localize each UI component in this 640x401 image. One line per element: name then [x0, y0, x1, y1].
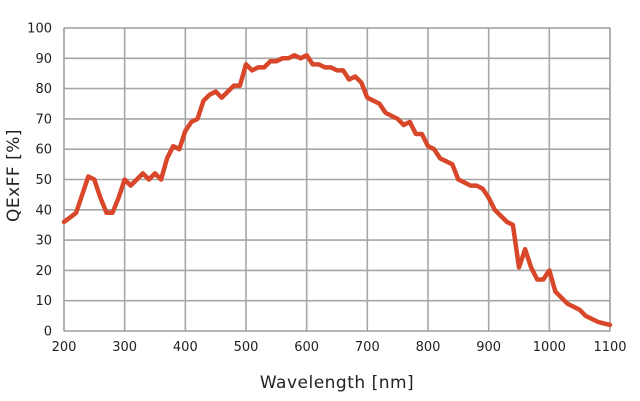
y-tick-labels: 0 10 20 30 40 50 60 70 80 90 100 [27, 22, 52, 340]
x-tick-label: 900 [476, 340, 501, 355]
y-tick-label: 40 [35, 203, 52, 218]
y-tick-label: 20 [35, 264, 52, 279]
x-tick-label: 600 [294, 340, 319, 355]
y-tick-label: 50 [35, 173, 52, 188]
y-tick-label: 80 [35, 82, 52, 97]
y-tick-label: 0 [44, 325, 52, 340]
y-tick-label: 60 [35, 143, 52, 158]
x-axis-title: Wavelength [nm] [260, 373, 414, 393]
x-tick-labels: 200 300 400 500 600 700 800 900 1000 1100 [52, 340, 627, 355]
x-tick-label: 1000 [533, 340, 566, 355]
plot-frame [63, 27, 611, 332]
y-tick-label: 10 [35, 294, 52, 309]
x-tick-label: 300 [112, 340, 137, 355]
x-tick-label: 700 [355, 340, 380, 355]
y-axis-title: QExFF [%] [4, 129, 24, 222]
x-tick-label: 1100 [593, 340, 626, 355]
x-tick-label: 500 [234, 340, 259, 355]
y-tick-label: 90 [35, 52, 52, 67]
y-tick-label: 70 [35, 112, 52, 127]
y-tick-label: 30 [35, 234, 52, 249]
series-line-qe [61, 53, 613, 328]
x-tick-label: 200 [52, 340, 77, 355]
x-tick-label: 400 [173, 340, 198, 355]
y-tick-label: 100 [27, 22, 52, 37]
x-tick-label: 800 [416, 340, 441, 355]
